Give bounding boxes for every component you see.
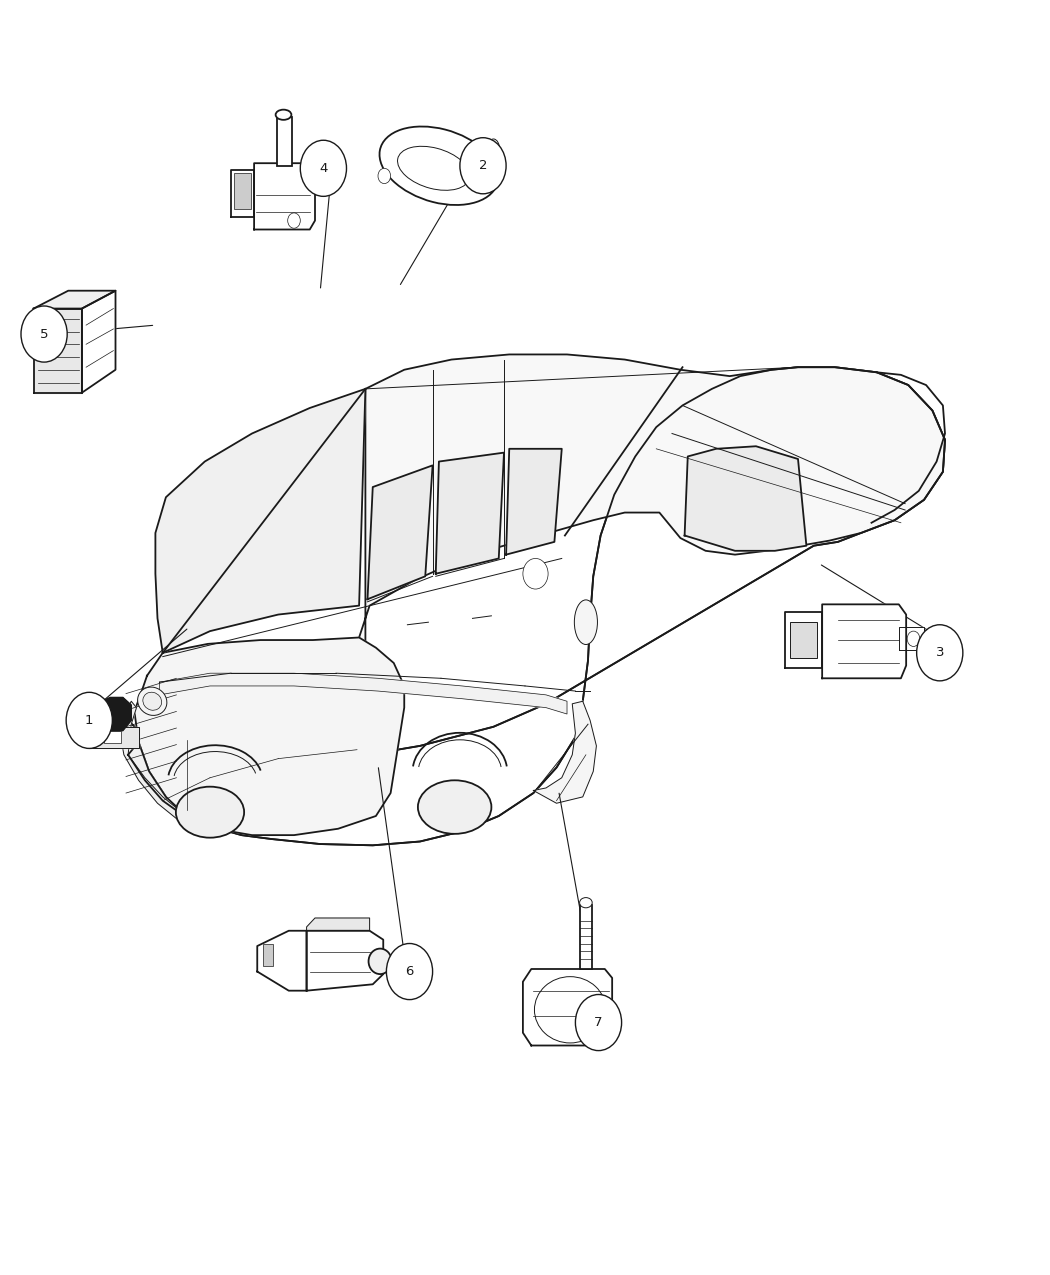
Polygon shape bbox=[89, 727, 139, 748]
Polygon shape bbox=[506, 449, 562, 555]
Polygon shape bbox=[307, 931, 383, 991]
Polygon shape bbox=[231, 170, 254, 217]
Polygon shape bbox=[436, 453, 504, 574]
Circle shape bbox=[523, 558, 548, 589]
Circle shape bbox=[575, 994, 622, 1051]
Ellipse shape bbox=[534, 977, 606, 1043]
Polygon shape bbox=[34, 291, 116, 309]
Polygon shape bbox=[93, 697, 131, 733]
Polygon shape bbox=[257, 931, 307, 991]
Ellipse shape bbox=[398, 147, 469, 190]
Ellipse shape bbox=[369, 949, 392, 974]
Bar bbox=[580, 905, 592, 969]
Circle shape bbox=[917, 625, 963, 681]
Polygon shape bbox=[128, 742, 184, 813]
Ellipse shape bbox=[379, 126, 499, 205]
Circle shape bbox=[907, 631, 920, 646]
Circle shape bbox=[21, 306, 67, 362]
Polygon shape bbox=[121, 367, 945, 845]
Circle shape bbox=[386, 944, 433, 1000]
Polygon shape bbox=[34, 309, 82, 393]
Text: 7: 7 bbox=[594, 1016, 603, 1029]
Circle shape bbox=[66, 692, 112, 748]
Text: 2: 2 bbox=[479, 159, 487, 172]
Polygon shape bbox=[82, 291, 116, 393]
Bar bbox=[234, 173, 251, 209]
Polygon shape bbox=[121, 701, 194, 826]
Ellipse shape bbox=[418, 780, 491, 834]
Ellipse shape bbox=[275, 110, 292, 120]
Polygon shape bbox=[121, 367, 945, 845]
Text: 6: 6 bbox=[405, 965, 414, 978]
Polygon shape bbox=[155, 389, 365, 653]
Polygon shape bbox=[134, 638, 404, 835]
Circle shape bbox=[378, 168, 391, 184]
Bar bbox=[262, 944, 273, 966]
Ellipse shape bbox=[175, 787, 244, 838]
Circle shape bbox=[483, 152, 496, 167]
Circle shape bbox=[587, 1020, 602, 1038]
Ellipse shape bbox=[487, 139, 500, 162]
Bar bbox=[790, 622, 817, 658]
Polygon shape bbox=[254, 163, 315, 230]
Text: 1: 1 bbox=[85, 714, 93, 727]
Bar bbox=[104, 731, 121, 743]
Polygon shape bbox=[822, 604, 906, 678]
Text: 5: 5 bbox=[40, 328, 48, 340]
Polygon shape bbox=[685, 446, 806, 551]
Circle shape bbox=[288, 213, 300, 228]
Ellipse shape bbox=[143, 692, 162, 710]
Ellipse shape bbox=[580, 898, 592, 908]
Polygon shape bbox=[899, 627, 924, 650]
Polygon shape bbox=[785, 612, 822, 668]
Text: 3: 3 bbox=[936, 646, 944, 659]
Polygon shape bbox=[160, 673, 567, 714]
Circle shape bbox=[460, 138, 506, 194]
Polygon shape bbox=[523, 969, 612, 1046]
Polygon shape bbox=[368, 465, 433, 599]
Polygon shape bbox=[533, 701, 596, 803]
Text: 4: 4 bbox=[319, 162, 328, 175]
Ellipse shape bbox=[138, 687, 167, 715]
Ellipse shape bbox=[574, 599, 597, 644]
Circle shape bbox=[300, 140, 346, 196]
Polygon shape bbox=[359, 354, 945, 695]
Bar bbox=[277, 117, 292, 166]
Polygon shape bbox=[307, 918, 370, 931]
